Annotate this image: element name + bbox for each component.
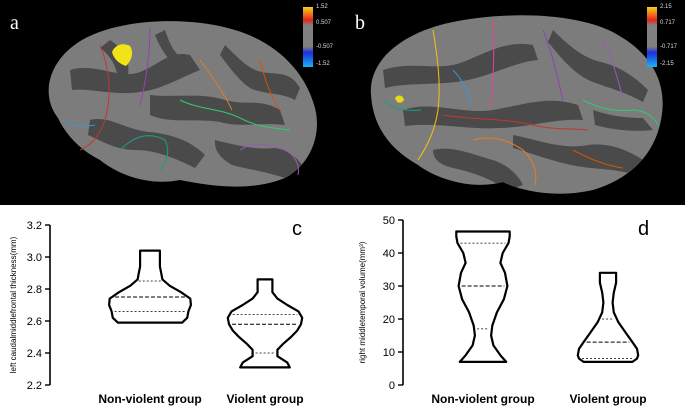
y-tick-label: 40 <box>383 248 395 260</box>
violin-chart-c: 2.2 2.4 2.6 2.8 3.0 3.2 left caudalmiddlefron… <box>9 218 304 406</box>
y-tick-label: 3.2 <box>27 220 42 232</box>
y-tick-label: 20 <box>383 314 395 326</box>
y-tick-label: 2.2 <box>27 380 42 392</box>
y-tick-label: 3.0 <box>27 252 42 264</box>
parcellation-boundaries <box>61 27 299 176</box>
panel-a: a 1.52 0.507 -0.507 -1.52 <box>0 0 343 205</box>
colorbar-a-gradient <box>303 7 313 67</box>
violin-body-1 <box>576 271 640 363</box>
panel-d: 0 10 20 30 40 50 right middletemporal volume(… <box>343 205 685 411</box>
y-tick-label: 2.6 <box>27 316 42 328</box>
y-tick-label: 2.8 <box>27 284 42 296</box>
colorbar-a-label-min: -1.52 <box>316 61 330 67</box>
y-tick-labels: 2.2 2.4 2.6 2.8 3.0 3.2 <box>27 220 42 392</box>
violins <box>455 230 640 363</box>
y-axis <box>398 219 404 386</box>
y-tick-label: 30 <box>383 281 395 293</box>
brain-right-lateral-svg <box>370 15 663 194</box>
y-tick-label: 50 <box>383 215 395 227</box>
y-tick-labels: 0 10 20 30 40 50 <box>383 215 395 392</box>
violin-chart-d: 0 10 20 30 40 50 right middletemporal volume(… <box>358 215 649 406</box>
colorbar-a: 1.52 0.507 -0.507 -1.52 <box>303 4 343 69</box>
x-category-label-1: Violent group <box>226 392 303 406</box>
brain-left-lateral-svg <box>48 21 317 187</box>
y-tick-label: 0 <box>389 380 395 392</box>
y-axis-title: right middletemporal volume(mm³) <box>358 241 367 363</box>
y-tick-label: 10 <box>383 347 395 359</box>
colorbar-b-label-min: -2.15 <box>660 61 674 67</box>
colorbar-b-label-max: 2.15 <box>660 4 672 10</box>
x-category-label-1: Violent group <box>569 392 646 406</box>
colorbar-b: 2.15 0.717 -0.717 -2.15 <box>647 4 685 69</box>
y-axis-title-text: right middletemporal volume(mm³) <box>358 241 367 363</box>
panel-label-b: b <box>355 12 365 34</box>
colorbar-b-label-upper: 0.717 <box>660 20 676 26</box>
violin-body-0 <box>455 230 511 363</box>
sulci-pattern <box>70 30 305 180</box>
y-axis <box>45 224 51 386</box>
parcellation-boundaries <box>382 19 659 186</box>
panel-c: 2.2 2.4 2.6 2.8 3.0 3.2 left caudalmiddlefron… <box>0 205 343 411</box>
colorbar-a-label-lower: -0.507 <box>316 44 334 50</box>
y-axis-title: left caudalmiddlefrontal thickness(mm) <box>9 236 18 373</box>
colorbar-a-label-max: 1.52 <box>316 4 328 10</box>
x-category-label-0: Non-violent group <box>431 392 534 406</box>
sulci-pattern <box>383 30 653 190</box>
violin-body-0 <box>108 249 192 324</box>
significant-cluster-highlight <box>112 44 133 66</box>
violin-body-1 <box>226 278 304 369</box>
colorbar-b-gradient <box>647 7 657 67</box>
panel-label-a: a <box>10 12 19 34</box>
panel-label-c: c <box>292 218 302 240</box>
y-tick-label: 2.4 <box>27 348 42 360</box>
x-category-label-0: Non-violent group <box>98 392 201 406</box>
colorbar-a-label-upper: 0.507 <box>316 20 332 26</box>
colorbar-b-label-lower: -0.717 <box>660 44 678 50</box>
violins <box>108 249 304 369</box>
significant-cluster-highlight <box>395 95 404 103</box>
panel-label-d: d <box>638 218 649 240</box>
panel-b: b 2.15 0.717 -0.717 -2.15 <box>343 0 685 205</box>
